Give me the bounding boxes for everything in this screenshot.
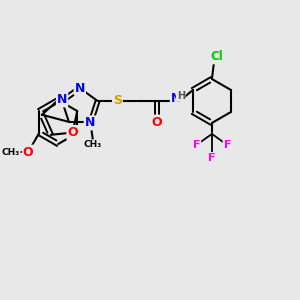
Text: N: N [171, 92, 181, 106]
Text: N: N [85, 116, 95, 129]
Text: S: S [113, 94, 122, 107]
Text: H: H [177, 91, 185, 101]
Text: N: N [57, 94, 67, 106]
Text: O: O [68, 126, 78, 139]
Text: F: F [224, 140, 231, 150]
Text: F: F [193, 140, 200, 150]
Text: N: N [75, 82, 85, 94]
Text: F: F [208, 153, 216, 163]
Text: CH₃: CH₃ [84, 140, 102, 149]
Text: O: O [23, 146, 34, 159]
Text: O: O [152, 116, 162, 129]
Text: CH₃: CH₃ [2, 148, 20, 157]
Text: Cl: Cl [211, 50, 223, 63]
